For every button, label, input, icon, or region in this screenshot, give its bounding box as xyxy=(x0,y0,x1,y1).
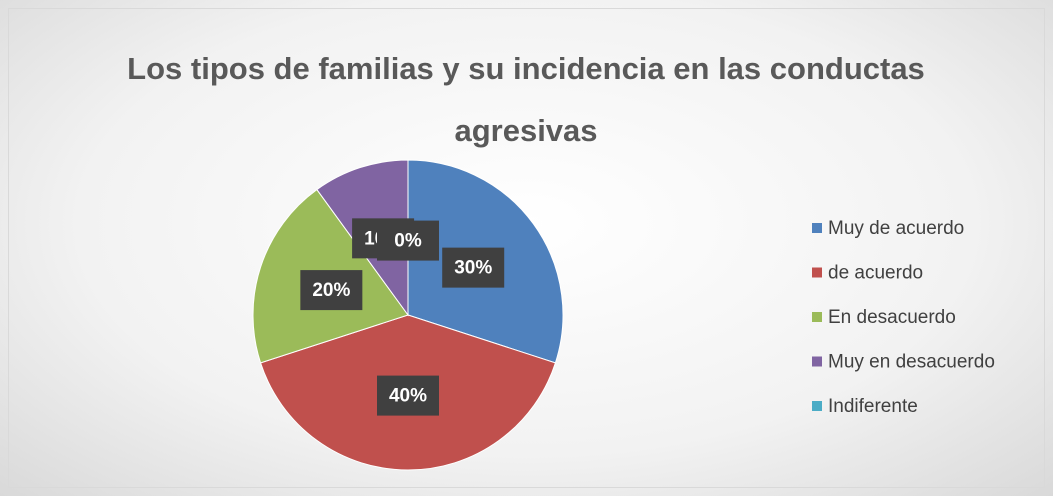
data-label-box xyxy=(377,220,439,261)
data-label-text: 30% xyxy=(454,258,492,279)
data-label-box xyxy=(300,270,363,311)
data-label-box xyxy=(377,375,439,416)
legend-swatch xyxy=(812,356,822,367)
data-label-text: 20% xyxy=(312,280,350,301)
legend-label: Muy en desacuerdo xyxy=(828,352,995,373)
data-label-text: 40% xyxy=(389,386,427,407)
legend-swatch xyxy=(812,223,822,233)
data-label: 20% xyxy=(300,270,363,311)
legend-swatch xyxy=(812,267,822,278)
legend-label: Muy de acuerdo xyxy=(828,218,964,239)
data-label: 40% xyxy=(377,375,439,416)
legend-swatch xyxy=(812,401,822,411)
legend-label: Indiferente xyxy=(828,396,918,417)
data-label-box xyxy=(442,247,505,288)
legend-label: de acuerdo xyxy=(828,263,923,284)
data-label: 30% xyxy=(442,247,505,288)
data-label-text: 0% xyxy=(394,231,422,252)
legend-label: En desacuerdo xyxy=(828,307,956,328)
data-label: 0% xyxy=(377,220,439,261)
chart-title: Los tipos de familias y su incidencia en… xyxy=(127,51,925,148)
chart-border xyxy=(8,8,1045,488)
legend-swatch xyxy=(812,312,822,322)
